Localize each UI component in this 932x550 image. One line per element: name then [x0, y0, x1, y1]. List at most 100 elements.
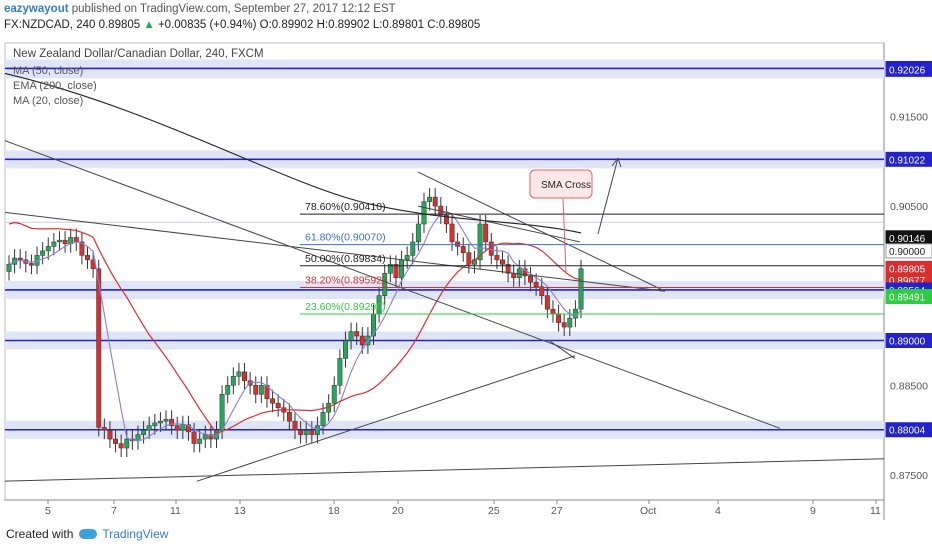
candle-down: [354, 331, 360, 337]
trend-line-support: [196, 355, 576, 482]
low-value: L:0.89801: [372, 19, 425, 31]
candle-down: [393, 264, 399, 279]
price-tag-9: [885, 332, 932, 348]
change-arrow-icon: ▲: [143, 19, 155, 31]
candle-up: [578, 268, 584, 310]
candle-up: [202, 434, 208, 440]
candle-down: [483, 223, 489, 243]
y-tick-0: 0.87500: [890, 470, 928, 482]
candle-down: [500, 259, 505, 265]
fib-label-4: 23.60%(0.89296): [305, 301, 386, 313]
price-tag-label-1: 0.92026: [889, 65, 926, 76]
last-price: 0.89805: [98, 19, 141, 31]
candle-down: [449, 223, 455, 243]
symbol-label: FX:NZDCAD, 240: [4, 19, 96, 31]
sma-cross-callout: [529, 169, 593, 199]
candle-down: [270, 398, 276, 404]
x-tick-5: 20: [392, 505, 404, 517]
candle-down: [208, 434, 214, 440]
candle-up: [567, 317, 573, 328]
trend-line-channel: [4, 211, 666, 292]
callout-pointer: [562, 197, 567, 274]
candle-down: [556, 313, 562, 323]
sma-cross-label: SMA Cross: [541, 180, 591, 191]
candle-up: [399, 259, 404, 279]
price-tag-8: [885, 289, 932, 305]
projection-arrow: [597, 157, 619, 235]
candle-up: [45, 246, 51, 252]
candle-up: [477, 223, 483, 261]
price-tag-1: [885, 61, 932, 77]
candle-down: [432, 196, 438, 207]
x-tick-1: 7: [111, 505, 117, 517]
price-tag-label-4: 0.90000: [889, 247, 926, 258]
candle-down: [460, 246, 466, 253]
candle-down: [62, 239, 68, 244]
brand-label: TradingView: [102, 527, 169, 541]
price-tag-label-2: 0.91022: [889, 155, 926, 166]
candle-up: [258, 385, 264, 395]
high-value: H:0.89902: [316, 19, 370, 31]
candle-down: [174, 425, 180, 431]
legend-ma20[interactable]: MA (20, close): [13, 95, 84, 107]
x-tick-11: 11: [870, 505, 881, 517]
chart-title: New Zealand Dollar/Canadian Dollar, 240,…: [13, 48, 264, 60]
legend-ema200[interactable]: EMA (200, close): [13, 80, 97, 92]
candle-up: [410, 241, 416, 256]
x-tick-2: 11: [170, 505, 181, 517]
candle-down: [292, 420, 298, 431]
x-tick-3: 13: [234, 505, 246, 517]
candle-up: [421, 201, 427, 225]
publisher-name[interactable]: eazywayout: [4, 3, 69, 15]
candle-down: [107, 429, 113, 440]
candle-down: [544, 295, 550, 310]
candle-down: [522, 268, 528, 277]
candle-down: [101, 427, 107, 431]
x-tick-8: Oct: [640, 505, 656, 517]
x-tick-10: 9: [810, 505, 816, 517]
candle-down: [359, 335, 365, 346]
candle-up: [331, 385, 337, 404]
candle-up: [157, 420, 163, 424]
x-tick-0: 5: [45, 505, 51, 517]
candle-up: [57, 239, 62, 243]
candle-down: [528, 275, 533, 283]
price-tag-label-8: 0.89491: [889, 293, 926, 304]
candle-up: [348, 331, 354, 341]
close-value: C:0.89805: [427, 19, 481, 31]
candle-down: [275, 402, 281, 408]
candle-up: [225, 385, 231, 395]
candle-down: [443, 214, 449, 225]
candle-down: [298, 429, 304, 435]
candle-down: [28, 263, 34, 266]
quote-line: FX:NZDCAD, 240 0.89805 ▲ +0.00835 (+0.94…: [4, 19, 480, 31]
legend-ma50[interactable]: MA (50, close): [13, 65, 84, 77]
tradingview-logo[interactable]: TradingView: [79, 527, 168, 541]
open-value: O:0.89902: [259, 19, 314, 31]
fib-label-1: 61.80%(0.90070): [305, 232, 386, 244]
candle-down: [85, 255, 90, 261]
candle-down: [533, 282, 539, 287]
x-tick-9: 4: [715, 505, 721, 517]
price-tag-label-9: 0.89000: [889, 336, 926, 347]
candle-up: [6, 264, 12, 272]
candle-up: [146, 425, 152, 431]
x-tick-7: 27: [551, 505, 563, 517]
candle-up: [51, 241, 57, 247]
candle-up: [427, 196, 433, 202]
candle-up: [135, 434, 141, 442]
candle-down: [309, 429, 315, 435]
change-value: +0.00835 (+0.94%): [157, 19, 257, 31]
candle-down: [253, 385, 259, 395]
candle-up: [387, 264, 393, 274]
publish-info: eazywayout published on TradingView.com,…: [4, 3, 396, 15]
candle-up: [197, 438, 203, 444]
candle-down: [17, 257, 23, 261]
price-tag-4: [885, 243, 932, 259]
candle-up: [152, 422, 158, 426]
candle-up: [141, 429, 147, 435]
candle-up: [382, 273, 388, 296]
fib-label-0: 78.60%(0.90410): [305, 201, 386, 213]
price-tag-label-3: 0.90146: [889, 234, 926, 245]
